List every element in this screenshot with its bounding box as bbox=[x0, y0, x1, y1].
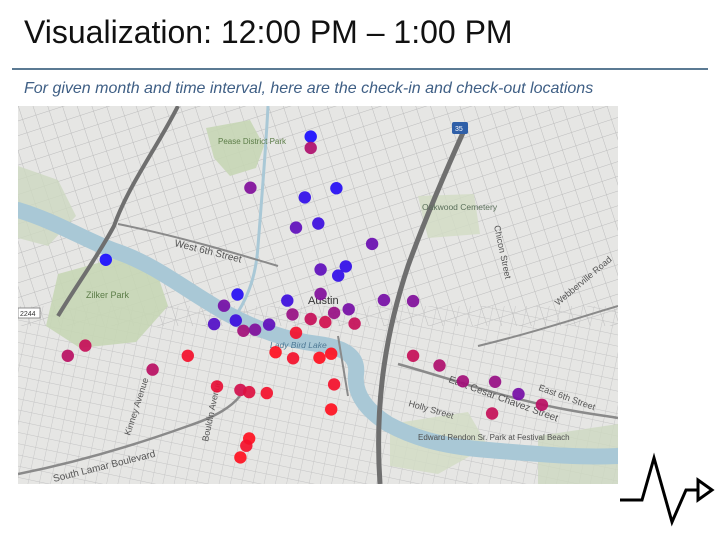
location-point-32[interactable] bbox=[181, 349, 194, 362]
location-point-12[interactable] bbox=[231, 288, 244, 301]
location-point-19[interactable] bbox=[229, 314, 242, 327]
location-point-42[interactable] bbox=[488, 375, 502, 388]
location-point-8[interactable] bbox=[339, 260, 352, 273]
location-point-3[interactable] bbox=[298, 191, 311, 204]
location-point-2[interactable] bbox=[244, 181, 257, 194]
location-point-13[interactable] bbox=[281, 294, 294, 307]
location-point-11[interactable] bbox=[365, 237, 379, 251]
i35-highway bbox=[376, 124, 469, 484]
location-point-34[interactable] bbox=[286, 352, 300, 365]
webberville-road bbox=[477, 305, 618, 347]
pease-park-label: Pease District Park bbox=[218, 137, 287, 146]
lady-bird-lake-label: Lady Bird Lake bbox=[270, 340, 327, 350]
location-point-6[interactable] bbox=[312, 217, 325, 230]
mopac-highway bbox=[56, 106, 180, 318]
oakwood-label: Oakwood Cemetery bbox=[422, 202, 498, 212]
location-point-0[interactable] bbox=[304, 130, 317, 143]
location-point-35[interactable] bbox=[313, 351, 326, 364]
austin-map[interactable]: Pease District Park Oakwood Cemetery Wes… bbox=[18, 106, 618, 484]
location-point-21[interactable] bbox=[262, 318, 276, 331]
i35-label: 35 bbox=[455, 126, 463, 133]
slide-subtitle: For given month and time interval, here … bbox=[24, 80, 594, 97]
location-point-29[interactable] bbox=[348, 317, 361, 330]
location-point-16[interactable] bbox=[377, 293, 391, 307]
location-point-41[interactable] bbox=[456, 375, 470, 388]
bridge-road bbox=[337, 335, 349, 397]
pease-park-area bbox=[206, 120, 264, 176]
location-point-10[interactable] bbox=[314, 263, 327, 276]
location-point-38[interactable] bbox=[433, 359, 446, 372]
checkin-checkout-points bbox=[61, 130, 549, 464]
location-point-40[interactable] bbox=[327, 378, 341, 391]
location-point-53[interactable] bbox=[234, 451, 247, 464]
location-point-23[interactable] bbox=[304, 312, 317, 326]
location-point-5[interactable] bbox=[289, 221, 303, 234]
i35-shield bbox=[452, 122, 468, 134]
heartbeat-arrow-logo bbox=[620, 452, 715, 527]
colorado-river bbox=[18, 202, 618, 465]
location-point-28[interactable] bbox=[237, 324, 250, 337]
heartbeat-line-icon bbox=[620, 452, 698, 527]
location-point-39[interactable] bbox=[146, 363, 159, 376]
zilker-park-area bbox=[46, 258, 168, 348]
arrow-head-icon bbox=[696, 477, 715, 503]
location-point-26[interactable] bbox=[342, 303, 355, 316]
location-point-18[interactable] bbox=[207, 317, 221, 331]
location-point-17[interactable] bbox=[406, 294, 420, 308]
location-point-47[interactable] bbox=[512, 387, 525, 401]
location-point-37[interactable] bbox=[406, 349, 420, 362]
location-point-14[interactable] bbox=[314, 287, 327, 301]
hwy-2244-shield bbox=[18, 307, 41, 319]
location-point-49[interactable] bbox=[485, 407, 499, 420]
location-point-46[interactable] bbox=[260, 386, 273, 400]
location-point-33[interactable] bbox=[269, 346, 282, 359]
zilker-label: Zilker Park bbox=[86, 290, 130, 300]
rendon-label: Edward Rendon Sr. Park at Festival Beach bbox=[418, 433, 570, 442]
location-point-45[interactable] bbox=[243, 385, 256, 399]
location-point-7[interactable] bbox=[99, 253, 113, 266]
location-point-20[interactable] bbox=[248, 323, 262, 336]
austin-label: Austin bbox=[308, 295, 339, 307]
shoal-creek bbox=[236, 106, 270, 313]
location-point-50[interactable] bbox=[325, 403, 338, 416]
location-point-27[interactable] bbox=[289, 326, 303, 339]
location-point-25[interactable] bbox=[327, 306, 341, 320]
location-point-36[interactable] bbox=[325, 347, 338, 360]
location-point-1[interactable] bbox=[304, 141, 317, 155]
location-point-24[interactable] bbox=[319, 315, 332, 329]
location-point-15[interactable] bbox=[217, 299, 231, 312]
location-point-30[interactable] bbox=[79, 339, 92, 352]
title-divider bbox=[12, 68, 708, 70]
location-point-4[interactable] bbox=[330, 182, 343, 195]
location-point-43[interactable] bbox=[210, 380, 224, 393]
sixth-street-road bbox=[117, 223, 279, 267]
lamar-boulevard bbox=[18, 395, 241, 476]
hwy-2244-label: 2244 bbox=[20, 311, 36, 318]
location-point-9[interactable] bbox=[332, 269, 345, 282]
location-point-22[interactable] bbox=[286, 308, 299, 321]
slide-title: Visualization: 12:00 PM – 1:00 PM bbox=[24, 14, 513, 50]
location-point-52[interactable] bbox=[240, 439, 253, 452]
location-point-48[interactable] bbox=[535, 398, 549, 411]
location-point-31[interactable] bbox=[61, 349, 74, 362]
